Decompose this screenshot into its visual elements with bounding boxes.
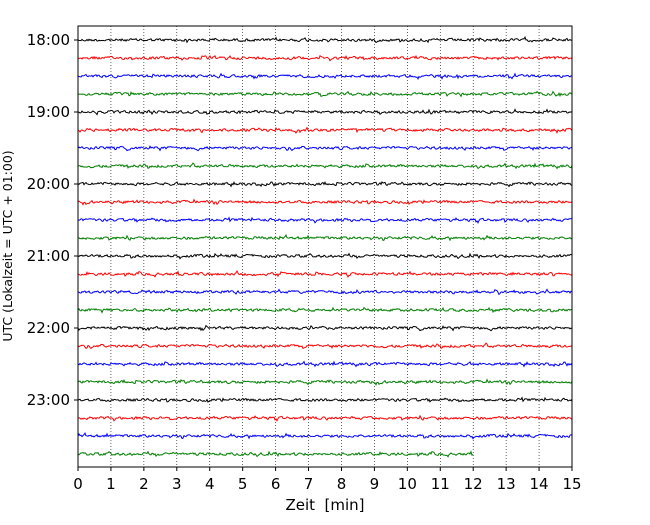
trace-2345 xyxy=(77,450,474,458)
trace-1800 xyxy=(77,35,573,44)
trace-2145 xyxy=(77,306,573,314)
x-tick-label: 0 xyxy=(73,475,83,493)
y-tick-label: 18:00 xyxy=(27,31,70,49)
x-tick-label: 3 xyxy=(172,475,182,493)
trace-2030 xyxy=(77,216,573,224)
trace-2300 xyxy=(77,396,573,403)
trace-2000 xyxy=(77,180,573,188)
trace-2130 xyxy=(77,288,573,296)
trace-2215 xyxy=(77,342,573,350)
x-tick-label: 11 xyxy=(431,475,450,493)
trace-2330 xyxy=(77,432,573,440)
trace-1930 xyxy=(77,145,573,152)
trace-2045 xyxy=(77,234,573,242)
x-tick-label: 1 xyxy=(106,475,116,493)
trace-2200 xyxy=(77,324,573,332)
trace-1900 xyxy=(77,108,573,116)
plot-frame xyxy=(77,25,573,468)
x-tick-label: 13 xyxy=(497,475,516,493)
trace-2100 xyxy=(77,252,573,260)
trace-2115 xyxy=(77,269,573,278)
x-tick-label: 7 xyxy=(304,475,314,493)
x-tick-label: 14 xyxy=(530,475,549,493)
x-axis-ticks: 0 1 2 3 4 5 6 7 8 9 10 11 12 13 14 15 xyxy=(73,467,582,493)
trace-2230 xyxy=(77,360,573,368)
trace-2015 xyxy=(77,198,573,206)
x-axis-label: Zeit [min] xyxy=(285,496,364,514)
x-tick-label: 15 xyxy=(562,475,581,493)
trace-series xyxy=(77,35,573,458)
y-axis-label: UTC (Lokalzeit = UTC + 01:00) xyxy=(0,150,15,341)
y-tick-label: 20:00 xyxy=(27,175,70,193)
trace-1815 xyxy=(77,54,573,62)
trace-2245 xyxy=(77,378,573,386)
y-tick-label: 23:00 xyxy=(27,391,70,409)
trace-1845 xyxy=(77,90,573,98)
trace-1915 xyxy=(77,126,573,134)
y-tick-label: 21:00 xyxy=(27,247,70,265)
trace-1830 xyxy=(77,72,573,81)
x-tick-label: 10 xyxy=(398,475,417,493)
trace-1945 xyxy=(77,162,573,170)
x-tick-label: 2 xyxy=(139,475,149,493)
x-tick-label: 12 xyxy=(464,475,483,493)
trace-2315 xyxy=(77,414,573,422)
y-axis-ticks: 18:00 19:00 20:00 21:00 22:00 23:00 xyxy=(27,31,78,409)
y-tick-label: 19:00 xyxy=(27,103,70,121)
x-tick-label: 5 xyxy=(238,475,248,493)
x-tick-label: 6 xyxy=(271,475,281,493)
x-tick-label: 8 xyxy=(337,475,347,493)
x-tick-label: 4 xyxy=(205,475,215,493)
y-tick-label: 22:00 xyxy=(27,319,70,337)
x-tick-label: 9 xyxy=(370,475,380,493)
